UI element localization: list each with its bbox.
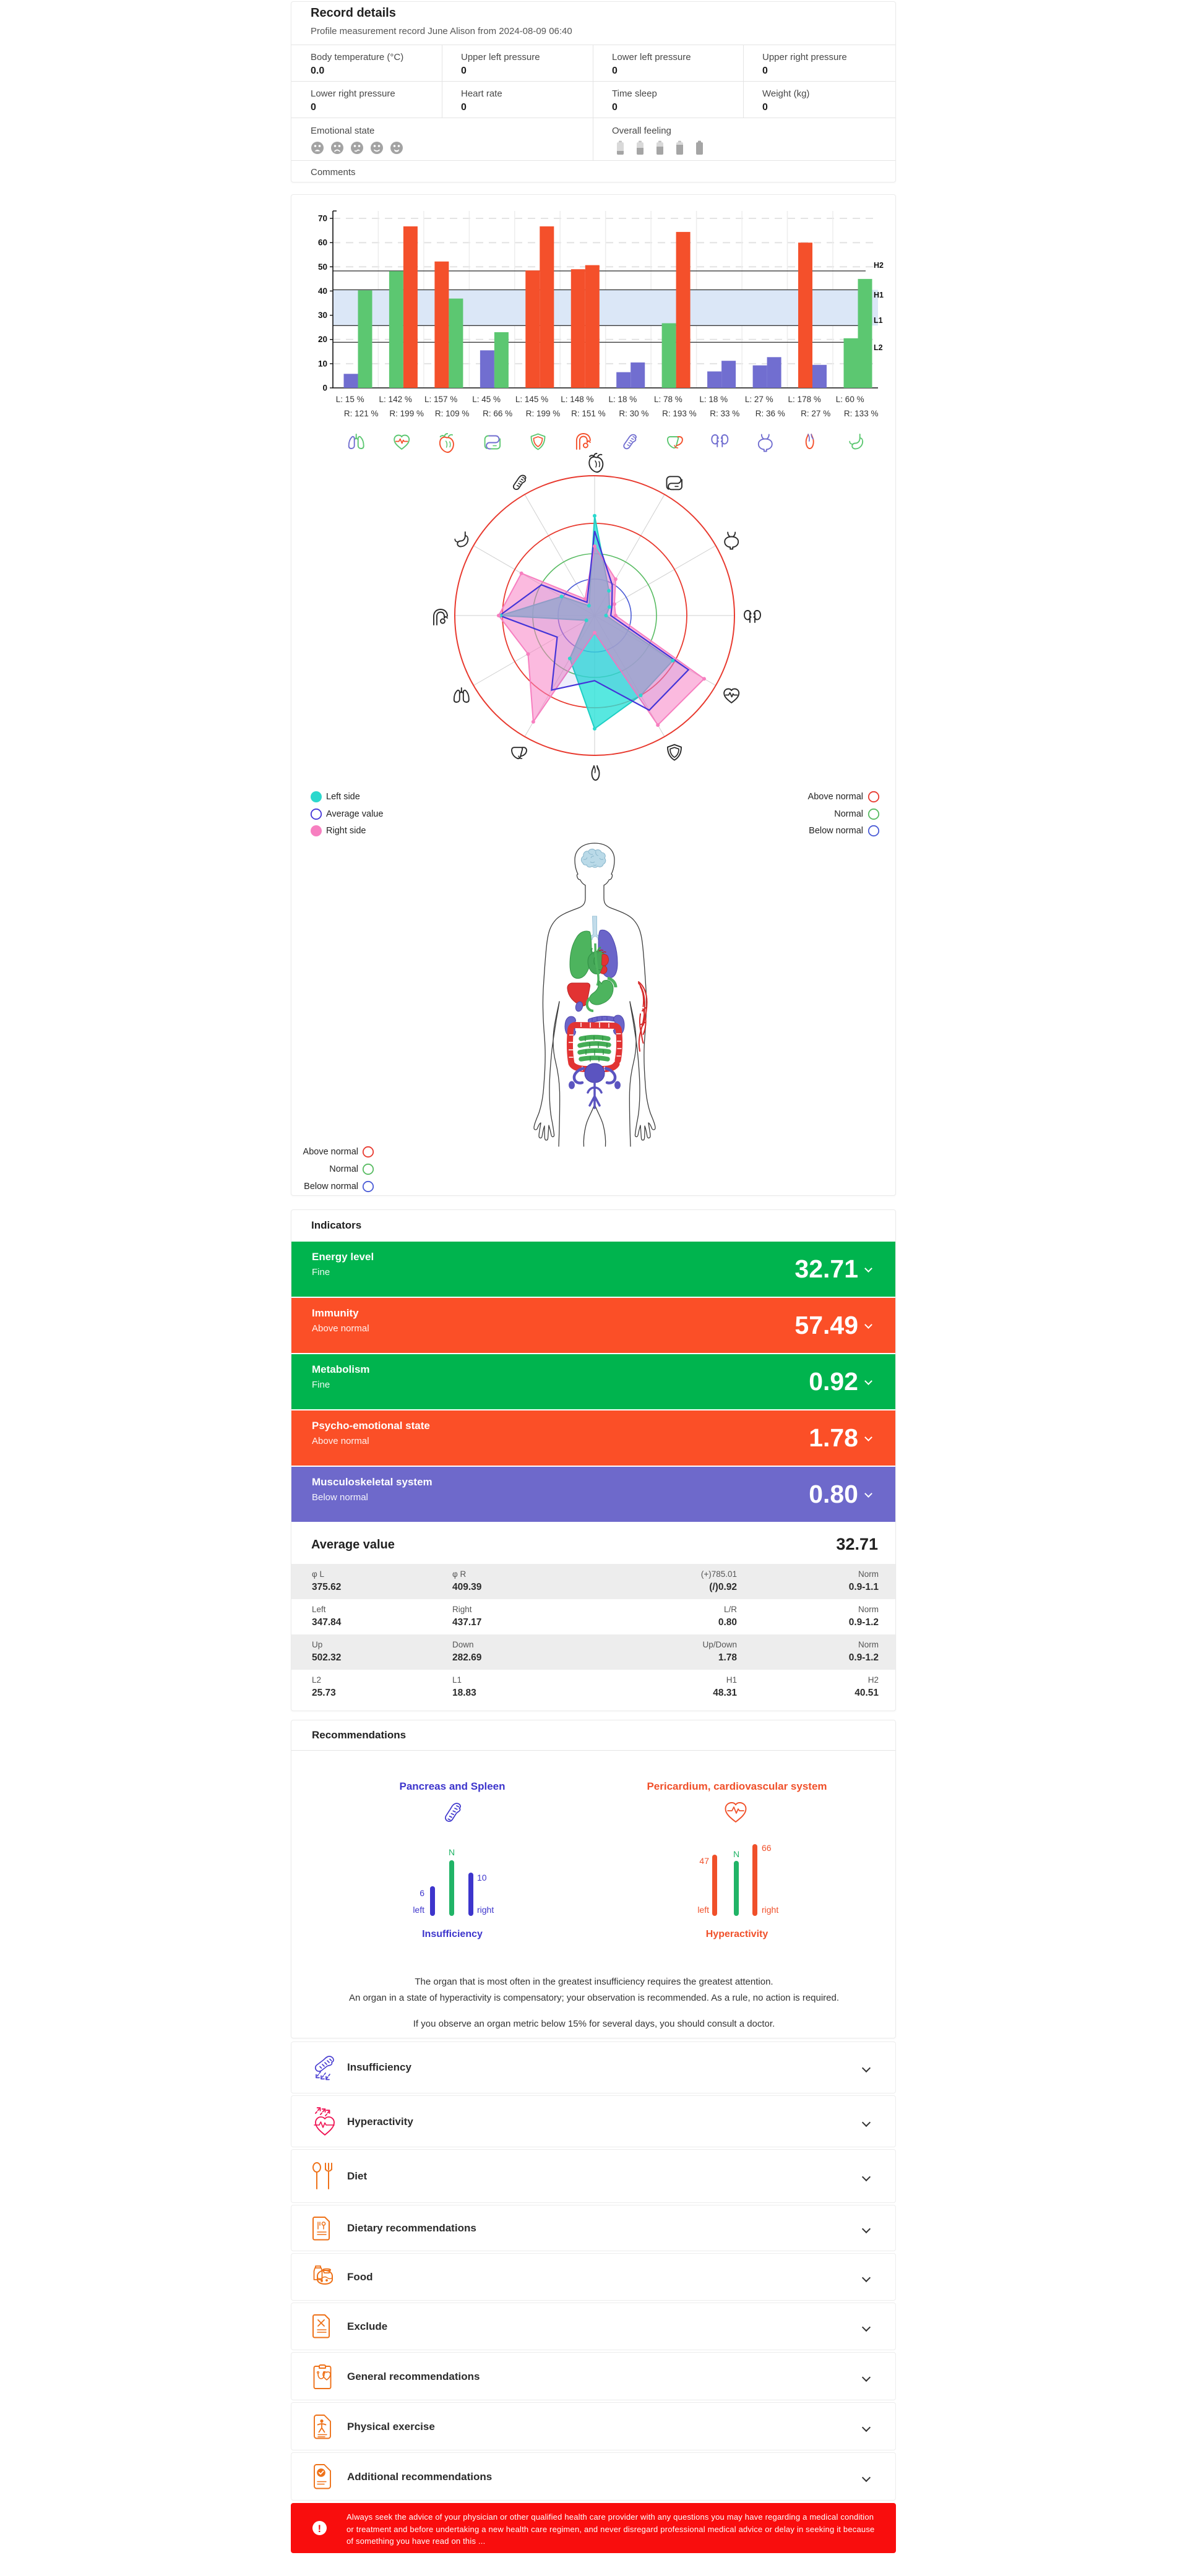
svg-text:R: 66 %: R: 66 % xyxy=(483,409,512,418)
svg-text:20: 20 xyxy=(318,335,327,344)
svg-text:H2: H2 xyxy=(874,261,884,270)
svg-text:L: 148 %: L: 148 % xyxy=(561,395,593,404)
svg-text:R: 27 %: R: 27 % xyxy=(801,409,830,418)
svg-text:R: 133 %: R: 133 % xyxy=(844,409,879,418)
svg-text:L: 27 %: L: 27 % xyxy=(745,395,773,404)
svg-text:R: 36 %: R: 36 % xyxy=(755,409,785,418)
svg-text:0: 0 xyxy=(322,384,327,393)
svg-text:R: 30 %: R: 30 % xyxy=(619,409,648,418)
svg-text:L: 15 %: L: 15 % xyxy=(336,395,364,404)
svg-text:L2: L2 xyxy=(874,343,883,352)
svg-text:L: 145 %: L: 145 % xyxy=(515,395,548,404)
svg-text:R: 199 %: R: 199 % xyxy=(526,409,561,418)
svg-text:R: 33 %: R: 33 % xyxy=(710,409,739,418)
svg-text:L: 60 %: L: 60 % xyxy=(836,395,864,404)
svg-text:H1: H1 xyxy=(874,291,884,299)
svg-text:R: 109 %: R: 109 % xyxy=(435,409,470,418)
svg-text:30: 30 xyxy=(318,311,327,320)
svg-text:L: 157 %: L: 157 % xyxy=(424,395,457,404)
svg-text:70: 70 xyxy=(318,214,327,223)
svg-text:10: 10 xyxy=(318,359,327,368)
svg-text:R: 199 %: R: 199 % xyxy=(389,409,424,418)
svg-text:60: 60 xyxy=(318,238,327,247)
svg-text:L1: L1 xyxy=(874,316,883,325)
svg-text:R: 151 %: R: 151 % xyxy=(571,409,606,418)
svg-text:L: 78 %: L: 78 % xyxy=(654,395,682,404)
svg-text:R: 121 %: R: 121 % xyxy=(344,409,379,418)
svg-text:L: 18 %: L: 18 % xyxy=(699,395,728,404)
svg-text:R: 193 %: R: 193 % xyxy=(662,409,697,418)
svg-text:L: 45 %: L: 45 % xyxy=(472,395,501,404)
svg-text:L: 178 %: L: 178 % xyxy=(788,395,821,404)
svg-text:L: 142 %: L: 142 % xyxy=(379,395,412,404)
svg-text:50: 50 xyxy=(318,262,327,272)
svg-text:L: 18 %: L: 18 % xyxy=(609,395,637,404)
svg-text:40: 40 xyxy=(318,286,327,296)
